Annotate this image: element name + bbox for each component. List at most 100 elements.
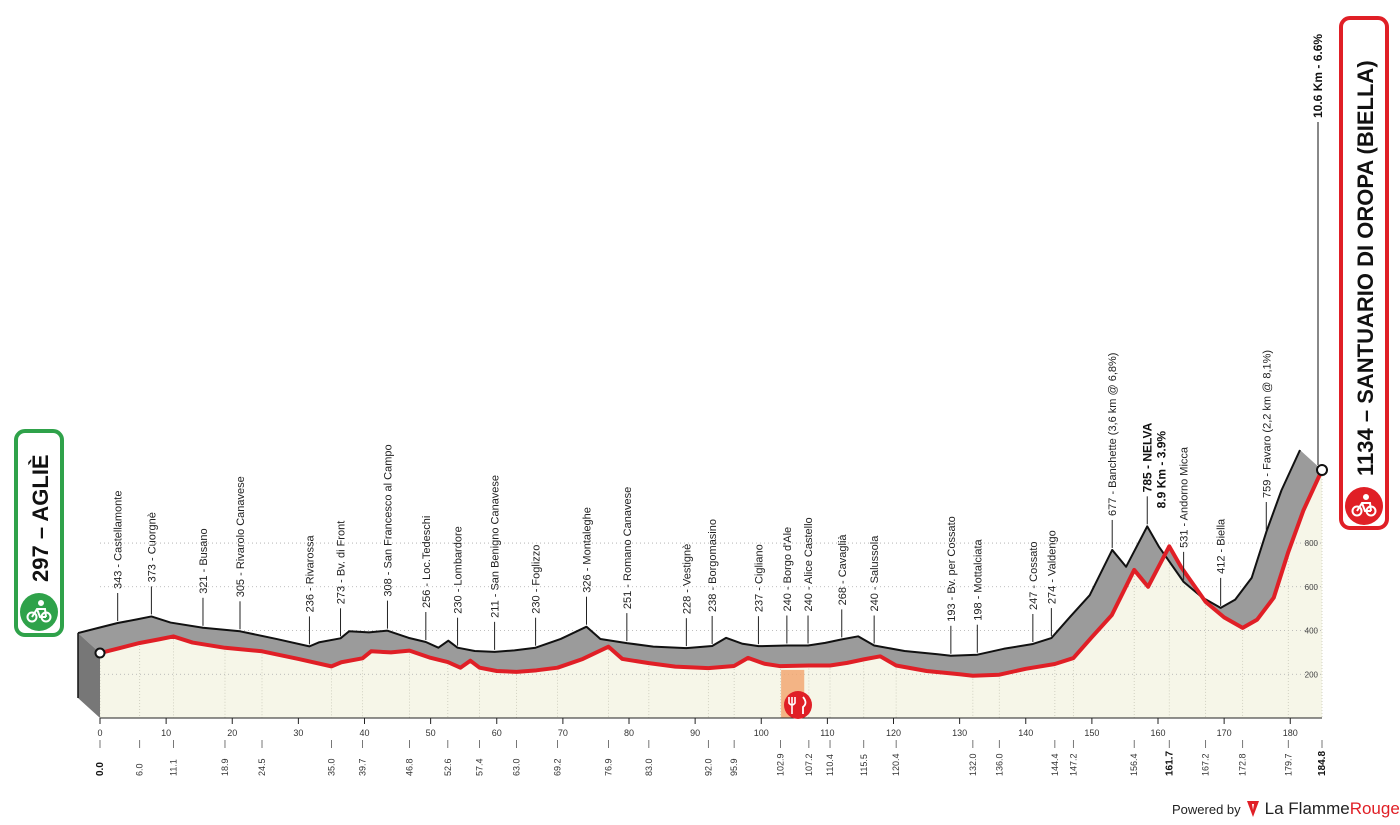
km-mark-label: 11.1	[168, 759, 178, 776]
place-label: 228 - Vestignè	[681, 544, 693, 614]
km-mark-label: 39.7	[358, 758, 368, 776]
brand-name-b: Rouge	[1349, 799, 1400, 818]
x-axis: 0 10 20 30 40 50 60 70 80 90 100 110 120 130 140 150 160…	[97, 717, 1322, 738]
place-label: 373 - Cuorgnè	[146, 512, 158, 582]
place-label: 677 - Banchette (3,6 km @ 6,8%)	[1107, 353, 1119, 516]
start-badge: 297 – AGLIÈ	[14, 429, 64, 637]
place-label: 305 - Rivarolo Canavese	[235, 476, 247, 597]
place-label: 240 - Alice Castello	[803, 517, 815, 611]
place-label: 230 - Foglizzo	[531, 545, 543, 614]
start-label: 297 – AGLIÈ	[28, 454, 53, 582]
place-label: 273 - Bv. di Front	[336, 521, 348, 605]
km-mark-label: 57.4	[475, 758, 485, 776]
km-mark-label: 76.9	[604, 758, 614, 776]
y-tick-label: 600	[1305, 583, 1319, 592]
km-mark-label: 161.7	[1164, 751, 1175, 776]
y-tick-label: 200	[1305, 670, 1319, 679]
x-tick-label: 0	[97, 728, 102, 738]
x-tick-label: 100	[754, 728, 769, 738]
place-label: 531 - Andorno Micca	[1179, 446, 1191, 548]
km-mark-label: 6.0	[135, 763, 145, 776]
y-tick-label: 400	[1305, 627, 1319, 636]
place-label: 308 - San Francesco al Campo	[382, 444, 394, 596]
x-tick-label: 120	[886, 728, 901, 738]
place-label: 240 - Borgo d'Ale	[782, 527, 794, 612]
x-tick-label: 140	[1018, 728, 1033, 738]
place-label: 785 - NELVA	[1140, 422, 1154, 492]
km-mark-label: 24.5	[257, 758, 267, 776]
ground-fill	[100, 470, 1322, 718]
finish-altitude: 1134	[1353, 428, 1378, 476]
km-mark-label: 136.0	[994, 753, 1004, 776]
km-mark-label: 18.9	[220, 758, 230, 776]
place-label: 198 - Mottalciata	[972, 538, 984, 620]
place-label: 759 - Favaro (2,2 km @ 8,1%)	[1261, 350, 1273, 498]
start-altitude: 297	[28, 545, 53, 582]
place-label-2: 8.9 Km - 3.9%	[1154, 431, 1168, 509]
x-tick-label: 180	[1283, 728, 1298, 738]
route-path	[98, 468, 1324, 678]
place-label: 256 - Loc.Tedeschi	[421, 516, 433, 608]
km-mark-label: 95.9	[729, 758, 739, 776]
km-mark-label: 52.6	[443, 758, 453, 776]
place-label: 230 - Lombardore	[453, 526, 465, 613]
place-label: 237 - Cigliano	[753, 544, 765, 612]
x-tick-label: 20	[227, 728, 237, 738]
place-label: 321 - Busano	[198, 528, 210, 593]
bike-icon-start	[26, 600, 52, 623]
km-mark-label: 69.2	[553, 758, 563, 776]
powered-by: Powered by La FlammeRouge	[1172, 799, 1400, 819]
km-mark-label: 115.5	[859, 754, 869, 776]
place-label: 274 - Valdengo	[1046, 530, 1058, 604]
km-mark-label: 132.0	[968, 753, 978, 776]
km-mark-label: 107.2	[804, 753, 814, 776]
ground-area	[100, 470, 1322, 718]
km-mark-label: 35.0	[326, 758, 336, 776]
place-label: 238 - Borgomasino	[707, 519, 719, 612]
finish-badge: 1134 – SANTUARIO DI OROPA (BIELLA)	[1339, 16, 1389, 530]
km-marks: 0.0 6.0 11.1 18.9 24.5 35.0 39.7 46.8 52.6 57.4 63…	[95, 740, 1328, 776]
km-mark-label: 46.8	[404, 758, 414, 776]
bike-icon-finish	[1351, 494, 1377, 517]
x-tick-label: 60	[492, 728, 502, 738]
finish-label: 1134 – SANTUARIO DI OROPA (BIELLA)	[1353, 60, 1378, 476]
final-climb-label: 10.6 Km - 6.6%	[1311, 34, 1325, 118]
place-label: 236 - Rivarossa	[304, 534, 316, 612]
terrain-wall	[78, 633, 100, 718]
brand-name[interactable]: La FlammeRouge	[1265, 799, 1400, 819]
start-name: AGLIÈ	[28, 454, 53, 521]
place-label: 343 - Castellamonte	[113, 491, 125, 589]
place-label: 240 - Salussola	[869, 535, 881, 612]
place-label: 251 - Romano Canavese	[622, 487, 634, 609]
x-tick-label: 110	[820, 728, 834, 738]
place-label: 211 - San Benigno Canavese	[490, 475, 502, 618]
finish-point	[1316, 464, 1328, 476]
x-tick-label: 10	[161, 728, 171, 738]
route-line	[94, 464, 1328, 678]
brand-name-a: La Flamme	[1264, 799, 1350, 818]
km-mark-label: 92.0	[703, 758, 713, 776]
x-tick-label: 30	[293, 728, 303, 738]
km-mark-label: 172.8	[1238, 753, 1248, 776]
feed-zone-icon	[784, 691, 812, 719]
start-point	[94, 647, 106, 659]
place-label: 268 - Cavaglià	[837, 534, 849, 606]
x-tick-label: 170	[1217, 728, 1232, 738]
powered-label: Powered by	[1172, 801, 1241, 817]
y-tick-label: 800	[1305, 539, 1319, 548]
km-mark-label: 147.2	[1068, 753, 1078, 776]
km-mark-label: 102.9	[775, 753, 785, 776]
place-label: 326 - Montaleghe	[582, 507, 594, 593]
km-mark-label: 144.4	[1050, 753, 1060, 776]
finish-name: SANTUARIO DI OROPA (BIELLA)	[1353, 60, 1378, 403]
terrain-profile	[77, 449, 1322, 718]
km-mark-label: 179.7	[1283, 753, 1293, 776]
grid-lines	[99, 470, 1323, 718]
x-tick-label: 90	[690, 728, 700, 738]
terrain-edge	[77, 449, 1301, 657]
x-tick-label: 40	[359, 728, 369, 738]
km-mark-label: 83.0	[644, 758, 654, 776]
place-label: 412 - Biella	[1216, 518, 1228, 574]
place-markers: 343 - Castellamonte 373 - Cuorgnè 321 - Bu…	[113, 350, 1273, 654]
